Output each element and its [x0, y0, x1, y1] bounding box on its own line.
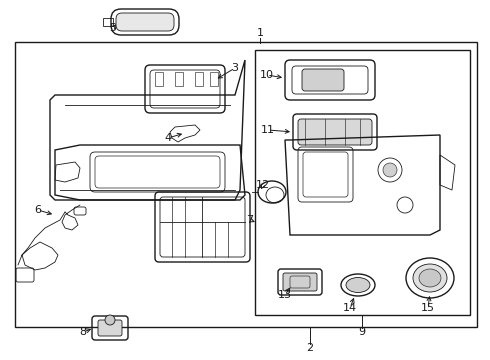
Bar [175, 72, 183, 86]
FancyBboxPatch shape [302, 69, 344, 91]
Text: 13: 13 [278, 290, 292, 300]
Text: 4: 4 [165, 133, 172, 143]
Text: 3: 3 [231, 63, 239, 73]
Bar [103, 18, 113, 26]
Text: 15: 15 [421, 303, 435, 313]
Circle shape [383, 163, 397, 177]
Text: 6: 6 [34, 205, 42, 215]
Text: 1: 1 [256, 28, 264, 38]
Bar [255, 50, 470, 315]
Text: 9: 9 [359, 327, 366, 337]
Circle shape [105, 315, 115, 325]
Text: 10: 10 [260, 70, 274, 80]
Text: 11: 11 [261, 125, 275, 135]
FancyBboxPatch shape [116, 13, 174, 31]
Text: 8: 8 [79, 327, 87, 337]
FancyBboxPatch shape [98, 320, 122, 336]
Bar [15, 42, 477, 327]
Ellipse shape [346, 278, 370, 292]
FancyBboxPatch shape [283, 273, 317, 291]
Text: 2: 2 [306, 343, 314, 353]
Bar [210, 72, 218, 86]
Ellipse shape [419, 269, 441, 287]
Text: 7: 7 [246, 215, 253, 225]
Text: 14: 14 [343, 303, 357, 313]
FancyBboxPatch shape [298, 119, 372, 145]
Bar [195, 72, 203, 86]
Bar [155, 72, 163, 86]
Ellipse shape [413, 264, 447, 292]
Text: 5: 5 [109, 23, 117, 33]
Text: 12: 12 [256, 180, 270, 190]
